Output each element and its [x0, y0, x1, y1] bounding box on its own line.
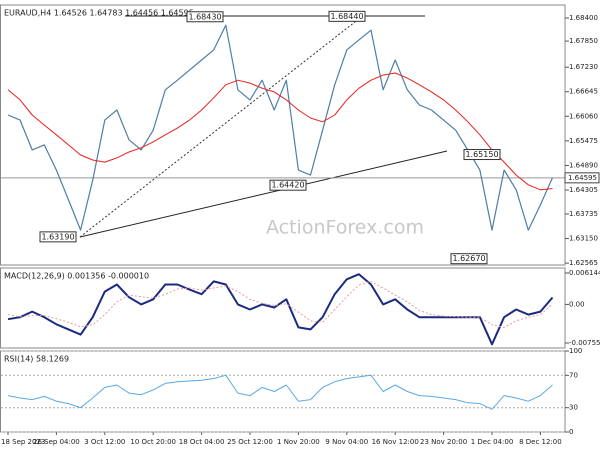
x-tick-label: 8 Dec 12:00 [519, 438, 562, 446]
panel-title: RSI(14) 58.1269 [4, 355, 69, 364]
price-annotation: 1.62670 [452, 254, 485, 263]
y-tick-label: 1.63150 [569, 235, 598, 243]
x-tick-label: 18 Sep 2023 [1, 438, 45, 446]
panel-title: EURAUD,H4 1.64526 1.64783 1.64456 1.6459… [4, 9, 194, 18]
y-tick-label: 1.67850 [569, 37, 598, 45]
series-line [7, 72, 553, 191]
watermark: ActionForex.com [266, 217, 424, 239]
current-price-box [564, 172, 600, 184]
x-tick-label: 25 Oct 12:00 [227, 438, 273, 446]
x-tick-label: 23 Nov 20:00 [420, 438, 467, 446]
current-price-label: 1.64595 [568, 174, 597, 182]
y-tick-label: 30 [569, 404, 578, 412]
price-annotation-box [450, 253, 488, 265]
x-tick-label: 1 Nov 20:00 [277, 438, 320, 446]
x-tick-label: 10 Oct 20:00 [130, 438, 176, 446]
price-annotation-box [186, 11, 224, 23]
y-tick-label: 1.68400 [569, 14, 598, 22]
panel-title: MACD(12,26,9) 0.001356 -0.000010 [4, 272, 149, 281]
y-tick-label: 1.64305 [569, 186, 598, 194]
price-annotation: 1.68440 [330, 12, 363, 21]
series-line [7, 280, 553, 328]
y-tick-label: 70 [569, 371, 578, 379]
x-tick-label: 18 Oct 04:00 [179, 438, 225, 446]
series-line [7, 24, 554, 231]
y-tick-label: 0.00 [569, 300, 585, 308]
y-tick-label: 100 [569, 347, 582, 355]
y-tick-label: 0 [569, 428, 573, 436]
price-annotation: 1.64420 [271, 181, 304, 190]
x-tick-label: 26 Sep 04:00 [33, 438, 80, 446]
price-annotation-box [463, 149, 501, 161]
x-tick-label: 16 Nov 12:00 [372, 438, 419, 446]
y-tick-label: 1.63735 [569, 210, 598, 218]
y-tick-label: 1.66645 [569, 88, 598, 96]
price-annotation-box [269, 179, 307, 191]
price-annotation: 1.68430 [188, 12, 221, 21]
price-annotation: 1.63190 [41, 232, 74, 241]
y-tick-label: 1.64890 [569, 161, 598, 169]
x-tick-label: 3 Oct 12:00 [84, 438, 125, 446]
y-tick-label: 1.62565 [569, 259, 598, 267]
y-tick-label: 1.65475 [569, 137, 598, 145]
trend-line [79, 150, 448, 238]
price-annotation-box [328, 10, 366, 22]
y-tick-label: 1.66060 [569, 112, 598, 120]
y-tick-label: 0.006144 [569, 269, 600, 277]
channel-line [79, 17, 361, 238]
price-annotation-box [39, 231, 77, 243]
y-tick-label: -0.007555 [569, 339, 600, 347]
series-line [7, 374, 553, 410]
y-tick-label: 1.67230 [569, 63, 598, 71]
panel-frame [0, 4, 566, 266]
panel-frame [0, 267, 566, 349]
x-tick-label: 1 Dec 04:00 [471, 438, 514, 446]
x-tick-label: 9 Nov 04:00 [325, 438, 368, 446]
price-annotation: 1.65150 [465, 150, 498, 159]
